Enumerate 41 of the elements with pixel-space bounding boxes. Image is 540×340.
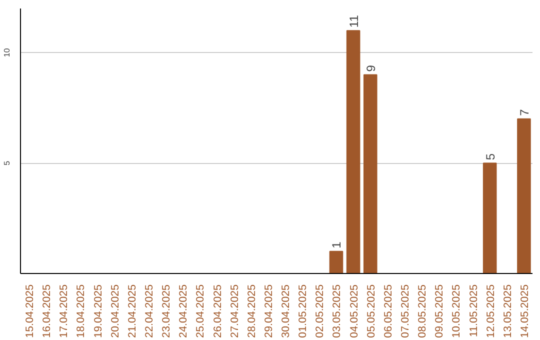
x-tick-label: 20.04.2025 [109,284,122,338]
x-tick-label: 07.05.2025 [400,284,412,338]
x-tick-label: 05.05.2025 [365,284,378,338]
x-tick-label: 29.04.2025 [262,284,275,338]
x-tick-label: 18.04.2025 [75,284,88,338]
x-tick-label: 16.04.2025 [41,284,54,338]
x-tick-label: 17.04.2025 [58,284,70,338]
x-tick-label: 10.05.2025 [450,284,463,338]
x-tick-label: 01.05.2025 [297,284,310,338]
data-label: 1 [330,241,344,248]
x-tick-label: 13.05.2025 [502,284,514,338]
bar [346,30,360,274]
x-tick-label: 21.04.2025 [126,284,138,338]
bar [363,74,378,274]
x-tick-label: 11.05.2025 [468,284,480,338]
x-tick-label: 28.04.2025 [246,284,258,338]
x-tick-label: 22.04.2025 [144,284,156,338]
bar [329,250,344,274]
data-label: 7 [517,108,532,116]
data-label: 5 [483,153,498,160]
x-tick-label: 23.04.2025 [160,284,173,338]
x-tick-label: 02.05.2025 [314,284,326,338]
x-tick-label: 09.05.2025 [434,284,446,338]
data-label: 9 [364,64,378,72]
x-tick-label: 04.05.2025 [348,284,360,338]
bar [517,118,531,274]
x-tick-label: 08.05.2025 [416,284,429,338]
x-tick-label: 24.04.2025 [178,284,190,338]
x-tick-label: 30.04.2025 [280,284,292,338]
x-tick-label: 14.05.2025 [518,284,531,338]
data-label: 11 [346,14,361,28]
bar [482,162,497,274]
x-tick-label: 03.05.2025 [331,284,344,338]
y-tick-label: 10 [2,48,12,58]
x-tick-label: 06.05.2025 [382,284,394,338]
x-tick-label: 27.04.2025 [228,284,241,338]
x-tick-label: 25.04.2025 [194,284,207,338]
x-tick-label: 12.05.2025 [484,284,497,338]
x-tick-label: 19.04.2025 [92,284,104,338]
x-tick-label: 26.04.2025 [212,284,224,338]
x-tick-label: 15.04.2025 [24,284,36,338]
